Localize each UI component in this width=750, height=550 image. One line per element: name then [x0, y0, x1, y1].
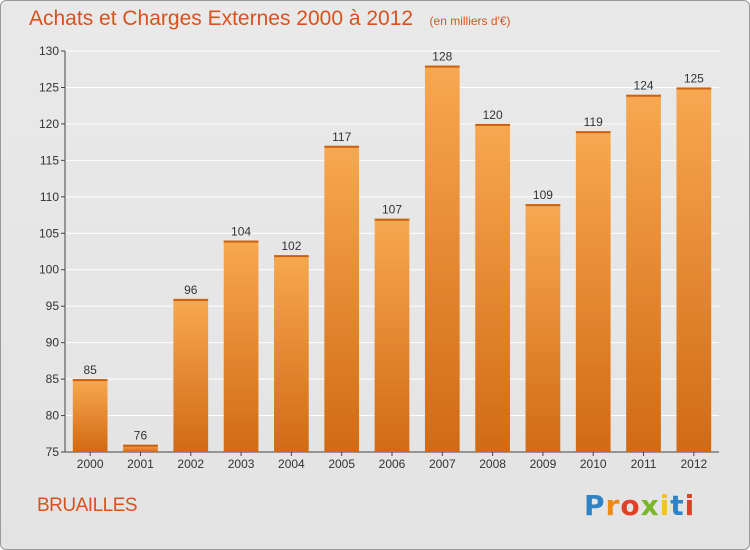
- y-tick-label: 85: [46, 372, 60, 386]
- value-label: 124: [634, 79, 654, 93]
- value-label: 76: [134, 429, 148, 443]
- logo-letter: i: [684, 489, 696, 522]
- value-label: 117: [332, 130, 351, 144]
- value-label: 120: [483, 108, 503, 122]
- y-tick-label: 125: [39, 80, 59, 94]
- bar-top-edge: [173, 298, 209, 301]
- bar-2000: [72, 379, 108, 452]
- commune-name: BRUAILLES: [37, 495, 138, 516]
- y-tick-label: 75: [46, 445, 60, 459]
- bar-2004: [274, 255, 309, 452]
- logo-letter: t: [670, 489, 685, 522]
- bar-2008: [475, 123, 510, 452]
- bar-2007: [424, 65, 460, 452]
- x-tick-label: 2012: [680, 457, 707, 471]
- bar-top-edge: [575, 131, 611, 134]
- bar-2003: [223, 240, 259, 452]
- bar-top-edge: [475, 123, 510, 126]
- logo-letter: o: [620, 489, 641, 522]
- bar-2006: [374, 218, 410, 452]
- value-label: 119: [584, 115, 603, 129]
- bar-2001: [123, 444, 158, 452]
- value-label: 96: [184, 283, 198, 297]
- bar-top-edge: [374, 218, 410, 221]
- logo-letter: i: [659, 489, 671, 522]
- x-tick-label: 2005: [328, 457, 355, 471]
- x-tick-label: 2006: [379, 457, 406, 471]
- x-tick-label: 2000: [77, 457, 104, 471]
- y-tick-label: 130: [39, 44, 59, 58]
- bar-top-edge: [324, 145, 360, 148]
- bars: [72, 65, 712, 453]
- chart-header: Achats et Charges Externes 2000 à 2012 (…: [29, 7, 511, 31]
- value-label: 85: [83, 363, 97, 377]
- x-tick-label: 2003: [228, 457, 255, 471]
- bar-top-edge: [223, 240, 259, 243]
- y-tick-label: 105: [39, 226, 59, 240]
- bar-2011: [626, 94, 661, 452]
- y-tick-label: 100: [39, 263, 59, 277]
- bar-top-edge: [525, 204, 561, 207]
- value-label: 125: [684, 71, 704, 85]
- bar-top-edge: [424, 65, 460, 68]
- x-tick-label: 2011: [631, 457, 657, 471]
- logo-letter: P: [584, 489, 606, 522]
- logo-letter: x: [640, 489, 660, 522]
- logo-letter: r: [605, 489, 621, 522]
- x-tick-label: 2007: [429, 457, 456, 471]
- x-tick-label: 2004: [278, 457, 305, 471]
- y-tick-label: 95: [46, 299, 60, 313]
- proxiti-logo: Proxiti: [584, 489, 695, 522]
- bar-top-edge: [123, 444, 158, 447]
- value-label: 104: [231, 225, 251, 239]
- x-tick-label: 2002: [177, 457, 204, 471]
- bar-top-edge: [274, 255, 309, 258]
- bar-top-edge: [72, 379, 108, 382]
- x-tick-label: 2001: [127, 457, 154, 471]
- chart-title: Achats et Charges Externes 2000 à 2012: [29, 7, 414, 30]
- value-label: 128: [432, 50, 452, 64]
- x-tick-label: 2008: [479, 457, 506, 471]
- x-tick-label: 2009: [530, 457, 557, 471]
- y-tick-label: 110: [40, 190, 59, 204]
- bar-2009: [525, 204, 561, 452]
- bar-top-edge: [626, 94, 661, 97]
- y-tick-label: 120: [39, 117, 59, 131]
- value-label: 107: [382, 203, 402, 217]
- bar-2002: [173, 298, 209, 452]
- value-label: 102: [281, 239, 301, 253]
- y-tick-label: 115: [40, 153, 59, 167]
- bar-2012: [676, 87, 712, 453]
- bar-2010: [575, 131, 611, 452]
- bar-2005: [324, 145, 360, 453]
- x-tick-label: 2010: [580, 457, 607, 471]
- labels: 75 80 85 90 95 100 105 110 115 120 125 130 85 2000 76 2…: [39, 44, 708, 471]
- value-label: 109: [533, 188, 553, 202]
- y-tick-label: 80: [46, 409, 60, 423]
- y-tick-label: 90: [46, 336, 60, 350]
- bar-top-edge: [676, 87, 712, 90]
- chart-subtitle: (en milliers d'€): [429, 14, 511, 28]
